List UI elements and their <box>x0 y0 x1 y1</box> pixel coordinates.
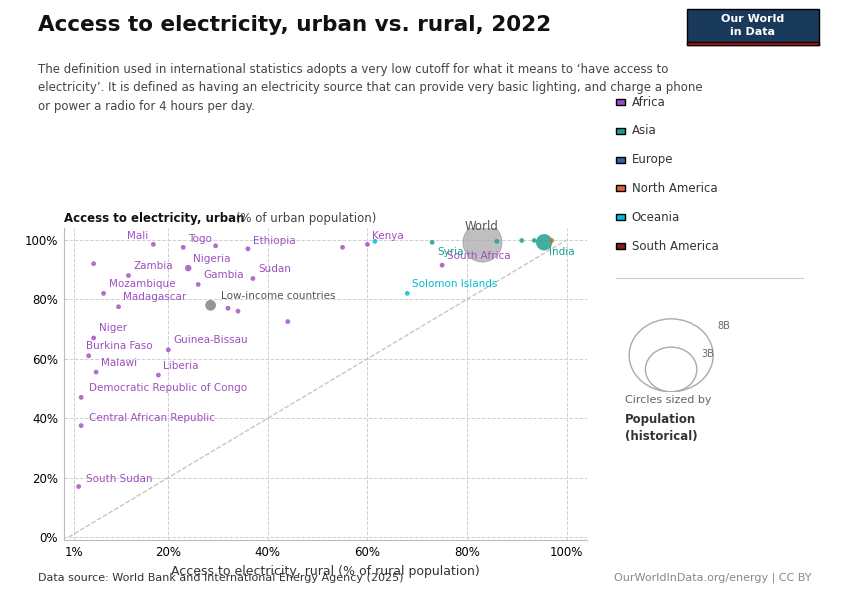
Point <box>82 351 95 361</box>
Text: Democratic Republic of Congo: Democratic Republic of Congo <box>88 383 246 393</box>
Text: Access to electricity, urban: Access to electricity, urban <box>64 212 244 225</box>
Text: Zambia: Zambia <box>133 261 173 271</box>
Text: India: India <box>549 247 575 257</box>
Text: Circles sized by: Circles sized by <box>625 395 711 405</box>
Text: 8B: 8B <box>717 321 730 331</box>
Text: World: World <box>465 220 499 233</box>
Text: Niger: Niger <box>99 323 127 334</box>
Point <box>151 370 165 380</box>
Point <box>177 242 190 252</box>
Text: OurWorldInData.org/energy | CC BY: OurWorldInData.org/energy | CC BY <box>615 572 812 583</box>
Point <box>231 307 245 316</box>
Point <box>425 238 439 247</box>
Point <box>191 280 205 289</box>
Text: North America: North America <box>632 182 717 195</box>
Point <box>146 239 160 249</box>
Text: Europe: Europe <box>632 153 673 166</box>
Point <box>162 345 175 355</box>
Point <box>221 304 235 313</box>
X-axis label: Access to electricity, rural (% of rural population): Access to electricity, rural (% of rural… <box>171 565 479 578</box>
Text: Kenya: Kenya <box>372 232 404 241</box>
Text: Liberia: Liberia <box>163 361 199 371</box>
Text: Sudan: Sudan <box>258 264 291 274</box>
Text: Data source: World Bank and International Energy Agency (2025): Data source: World Bank and Internationa… <box>38 573 404 583</box>
Point <box>209 241 223 251</box>
Point <box>89 367 103 377</box>
Point <box>537 238 551 247</box>
Point <box>246 274 260 283</box>
Text: Nigeria: Nigeria <box>193 254 230 263</box>
Point <box>75 421 88 430</box>
Text: South Africa: South Africa <box>447 251 511 260</box>
Point <box>241 244 255 254</box>
Point <box>97 289 110 298</box>
Text: Ethiopia: Ethiopia <box>253 236 296 246</box>
Text: Africa: Africa <box>632 95 666 109</box>
Text: Population: Population <box>625 413 696 426</box>
Text: Access to electricity, urban vs. rural, 2022: Access to electricity, urban vs. rural, … <box>38 15 552 35</box>
Text: Low-income countries: Low-income countries <box>220 291 335 301</box>
Text: South America: South America <box>632 239 718 253</box>
Point <box>281 317 295 326</box>
Text: (historical): (historical) <box>625 430 697 443</box>
Text: The definition used in international statistics adopts a very low cutoff for wha: The definition used in international sta… <box>38 63 703 113</box>
Point <box>87 259 100 268</box>
Point <box>75 392 88 402</box>
Text: Solomon Islands: Solomon Islands <box>412 279 497 289</box>
Point <box>400 289 414 298</box>
Point <box>435 260 449 270</box>
Text: Oceania: Oceania <box>632 211 680 224</box>
Text: Mozambique: Mozambique <box>109 279 175 289</box>
Point <box>475 238 489 247</box>
Text: Guinea-Bissau: Guinea-Bissau <box>173 335 248 346</box>
Text: (% of urban population): (% of urban population) <box>232 212 377 225</box>
Point <box>111 302 125 311</box>
Text: Togo: Togo <box>188 235 212 244</box>
Text: Mali: Mali <box>128 232 149 241</box>
Point <box>527 236 541 245</box>
Point <box>368 236 382 246</box>
Text: Our World: Our World <box>721 14 785 24</box>
Text: Syria: Syria <box>437 247 463 257</box>
Point <box>360 239 374 249</box>
Text: South Sudan: South Sudan <box>86 473 153 484</box>
Point <box>490 236 504 246</box>
Point <box>336 242 349 252</box>
Text: 3B: 3B <box>701 349 714 359</box>
Point <box>545 236 558 245</box>
Text: Central African Republic: Central African Republic <box>88 413 215 422</box>
Text: Madagascar: Madagascar <box>123 292 187 302</box>
Point <box>72 482 86 491</box>
Point <box>204 301 218 310</box>
Text: in Data: in Data <box>730 28 775 37</box>
Text: Malawi: Malawi <box>101 358 137 368</box>
Text: Burkina Faso: Burkina Faso <box>86 341 153 352</box>
Text: Asia: Asia <box>632 124 656 137</box>
Point <box>87 333 100 343</box>
Point <box>122 271 135 280</box>
Point <box>515 236 529 245</box>
Text: Gambia: Gambia <box>203 270 244 280</box>
Point <box>181 263 195 273</box>
